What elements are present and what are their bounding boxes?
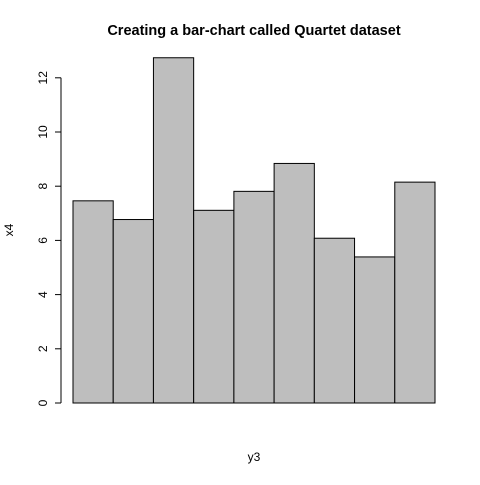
bar-7 (313, 237, 356, 404)
x-axis-label: y3 (248, 450, 261, 464)
bar-2 (112, 219, 154, 404)
y-tick-label-10: 10 (36, 125, 50, 139)
bar-9 (394, 181, 436, 404)
bar-5 (233, 190, 275, 404)
chart-title: Creating a bar-chart called Quartet data… (107, 23, 400, 39)
y-tick-label-4: 4 (36, 291, 50, 298)
bar-3 (152, 57, 195, 404)
y-tick-label-2: 2 (36, 345, 50, 352)
y-axis-label: x4 (2, 223, 16, 236)
y-tick-label-6: 6 (36, 237, 50, 244)
bar-6 (273, 162, 315, 404)
y-tick-label-12: 12 (36, 71, 50, 85)
y-tick-label-8: 8 (36, 183, 50, 190)
bar-4 (193, 209, 235, 404)
bar-1 (72, 200, 114, 404)
bars-group (72, 57, 436, 404)
y-tick-label-0: 0 (36, 399, 50, 406)
y-axis: 0 2 4 6 8 10 12 (36, 71, 62, 406)
bar-8 (354, 256, 396, 404)
